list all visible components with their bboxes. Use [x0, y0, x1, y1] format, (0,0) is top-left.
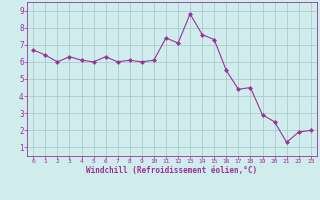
X-axis label: Windchill (Refroidissement éolien,°C): Windchill (Refroidissement éolien,°C) [86, 166, 258, 175]
